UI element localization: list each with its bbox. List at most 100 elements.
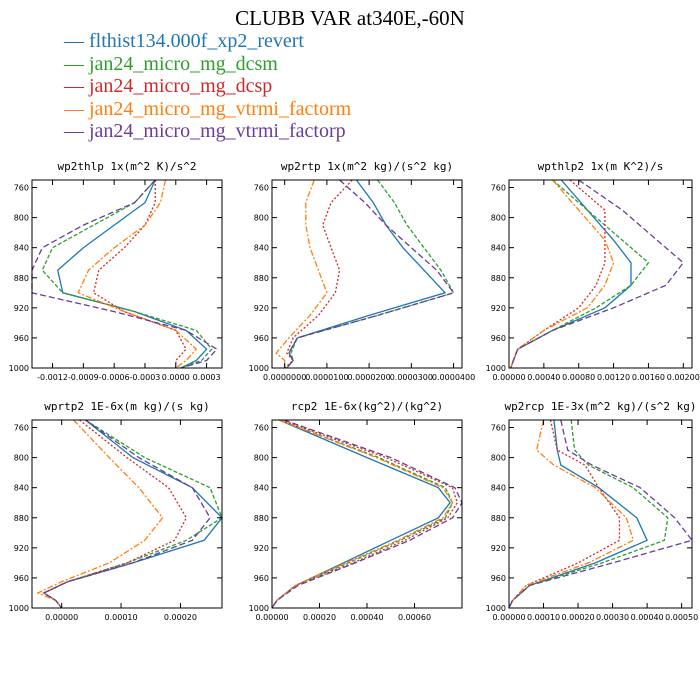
x-tick-label: 0.00200	[667, 373, 700, 382]
x-tick-label: 0.00040	[631, 613, 664, 622]
y-tick-label: 840	[491, 484, 506, 493]
y-tick-label: 880	[491, 274, 506, 283]
y-tick-label: 1000	[249, 364, 269, 373]
legend-dash: —	[64, 97, 89, 120]
series-line	[286, 179, 455, 369]
series-line	[510, 179, 632, 369]
y-tick-label: 1000	[249, 604, 269, 613]
x-tick-label: 0.0000400	[432, 373, 475, 382]
series-line	[284, 179, 353, 369]
plot-frame	[271, 179, 463, 369]
subplot-6: wp2rcp 1E-3x(m^2 kg)/(s^2 kg) 760 800 840 88…	[486, 400, 699, 622]
legend-item: — jan24_micro_mg_vtrmi_factorm	[64, 98, 351, 121]
legend-item: — jan24_micro_mg_dcsp	[64, 75, 351, 98]
series-line	[508, 419, 635, 609]
y-tick-label: 960	[254, 334, 269, 343]
y-tick-label: 920	[254, 544, 269, 553]
y-tick-label: 960	[14, 574, 29, 583]
series-line	[508, 419, 621, 609]
y-tick-label: 920	[14, 304, 29, 313]
y-tick-label: 840	[14, 484, 29, 493]
subplot-title: wp2rtp 1x(m^2 kg)/(s^2 kg)	[281, 160, 453, 173]
y-tick-label: 920	[491, 544, 506, 553]
y-tick-label: 800	[254, 454, 269, 463]
series-line	[510, 179, 615, 369]
series-line	[271, 419, 454, 609]
y-tick-label: 840	[14, 244, 29, 253]
x-tick-label: 0.0000100	[305, 373, 348, 382]
x-tick-label: -0.0012	[37, 373, 68, 382]
y-tick-label: 760	[14, 424, 29, 433]
x-tick-label: 0.00000	[492, 613, 525, 622]
y-tick-label: 760	[491, 424, 506, 433]
x-tick-label: 0.00120	[597, 373, 630, 382]
plot-frame	[271, 419, 463, 609]
x-tick-label: 0.0003	[193, 373, 221, 382]
plot-frame	[508, 179, 693, 369]
y-tick-label: 1000	[486, 604, 506, 613]
series-line	[510, 179, 606, 369]
x-tick-label: -0.0003	[130, 373, 161, 382]
legend: — flthist134.000f_xp2_revert — jan24_mic…	[64, 30, 351, 143]
legend-label: jan24_micro_mg_dcsm	[89, 52, 278, 75]
subplot-title: wp2rcp 1E-3x(m^2 kg)/(s^2 kg)	[504, 400, 696, 413]
legend-item: — jan24_micro_mg_dcsm	[64, 53, 351, 76]
x-tick-label: 0.00030	[596, 613, 629, 622]
series-line	[36, 419, 164, 609]
legend-dash: —	[64, 75, 89, 97]
series-line	[42, 419, 223, 609]
legend-item: — jan24_micro_mg_vtrmi_factorp	[64, 120, 351, 143]
legend-dash: —	[64, 30, 89, 52]
y-tick-label: 1000	[486, 364, 506, 373]
x-tick-label: 0.00000	[492, 373, 525, 382]
series-line	[42, 419, 223, 609]
y-tick-label: 1000	[9, 364, 29, 373]
x-tick-label: 0.00020	[562, 613, 595, 622]
series-line	[42, 419, 211, 609]
legend-dash: —	[64, 52, 89, 75]
x-tick-label: 0.0000300	[390, 373, 433, 382]
x-tick-label: 0.00010	[105, 613, 138, 622]
legend-label: jan24_micro_mg_vtrmi_factorp	[89, 120, 346, 142]
x-tick-label: 0.00010	[527, 613, 560, 622]
y-tick-label: 880	[14, 274, 29, 283]
x-tick-label: 0.00040	[527, 373, 560, 382]
plot-frame	[31, 179, 223, 369]
series-line	[508, 419, 669, 609]
series-line	[77, 179, 198, 369]
legend-dash: —	[64, 120, 89, 142]
series-line	[286, 179, 455, 369]
subplot-title: wprtp2 1E-6x(m kg)/(s kg)	[44, 400, 210, 413]
chart-title: CLUBB VAR at340E,-60N	[235, 6, 465, 30]
x-tick-label: 0.00020	[164, 613, 197, 622]
x-tick-label: 0.00050	[665, 613, 698, 622]
y-tick-label: 800	[14, 454, 29, 463]
x-tick-label: 0.0000	[162, 373, 190, 382]
x-tick-label: 0.00060	[398, 613, 431, 622]
series-line	[510, 179, 685, 369]
y-tick-label: 800	[491, 214, 506, 223]
x-tick-label: 0.00000	[255, 613, 288, 622]
y-tick-label: 800	[491, 454, 506, 463]
y-tick-label: 960	[491, 574, 506, 583]
y-tick-label: 880	[491, 514, 506, 523]
x-tick-label: 0.00020	[303, 613, 336, 622]
y-tick-label: 840	[254, 484, 269, 493]
x-tick-label: 0.00160	[632, 373, 665, 382]
y-tick-label: 960	[254, 574, 269, 583]
series-line	[271, 419, 463, 609]
x-tick-label: 0.00040	[350, 613, 383, 622]
y-tick-label: 800	[254, 214, 269, 223]
x-tick-label: 0.0000200	[347, 373, 390, 382]
y-tick-label: 880	[254, 274, 269, 283]
legend-label: jan24_micro_mg_vtrmi_factorm	[89, 97, 352, 120]
legend-label: jan24_micro_mg_dcsp	[89, 75, 273, 97]
y-tick-label: 960	[491, 334, 506, 343]
x-tick-label: -0.0009	[68, 373, 99, 382]
legend-label: flthist134.000f_xp2_revert	[89, 30, 304, 52]
plot-frame	[31, 419, 223, 609]
y-tick-label: 760	[491, 184, 506, 193]
y-tick-label: 920	[254, 304, 269, 313]
subplot-3: wpthlp2 1x(m K^2)/s 760 800 840 880 920 960 100…	[486, 160, 700, 382]
